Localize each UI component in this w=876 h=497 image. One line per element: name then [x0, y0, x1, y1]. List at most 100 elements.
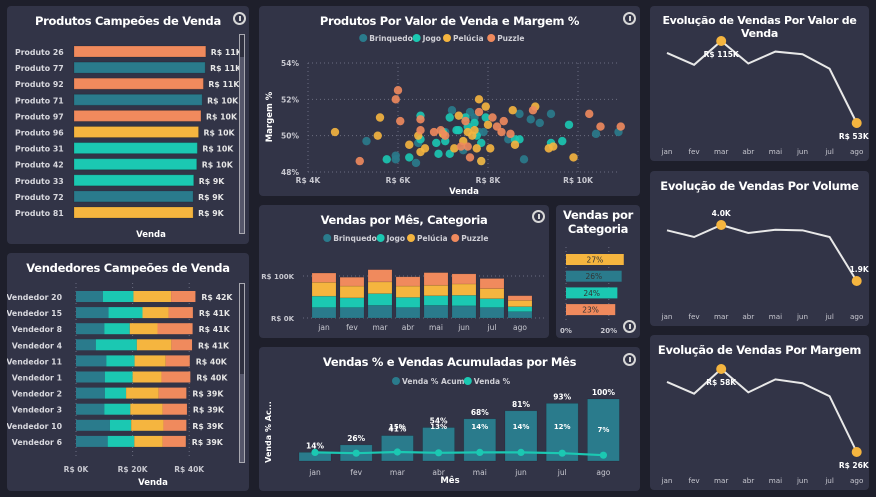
por-categoria-title-line2: Categoria	[567, 222, 629, 236]
product-bar	[73, 77, 204, 90]
scrollbar[interactable]	[239, 34, 245, 234]
x-tick-label: 20%	[600, 327, 617, 335]
seller-bar-segment-pelucia	[134, 435, 163, 447]
legend-marker-puzzle	[487, 34, 496, 42]
seller-bar-segment-pelucia	[129, 323, 158, 335]
cumulative-bar	[587, 398, 620, 462]
scatter-point-pelucia	[420, 144, 430, 153]
stacked-bar-segment-brinquedo	[451, 305, 477, 319]
category-bar-puzzle	[566, 304, 616, 316]
vendedores-campeoes-title: Vendedores Campeões de Venda	[26, 261, 230, 275]
scatter-point-jogo	[454, 126, 463, 135]
legend-marker-pelcia	[407, 234, 415, 242]
x-tick-label: mar	[714, 476, 728, 485]
cumulative-bar-label: 81%	[512, 400, 530, 409]
highlight-marker	[851, 276, 862, 286]
seller-bar-segment-puzzle	[158, 387, 187, 399]
cumulative-bar	[381, 435, 414, 462]
por-categoria-chart: 0% 20% 27% 26% 24% 23%	[560, 247, 624, 335]
stacked-bar-segment-brinquedo	[507, 311, 533, 319]
x-axis-title: Venda	[136, 230, 166, 240]
scrollbar[interactable]	[239, 283, 245, 463]
scatter-point-brinquedo	[591, 129, 601, 139]
x-tick-label: jul	[824, 312, 834, 321]
seller-total-label: R$ 39K	[192, 422, 224, 431]
scatter-card: Produtos Por Valor de Venda e Margem % B…	[259, 6, 640, 196]
seller-bar-segment-puzzle	[171, 339, 193, 351]
x-tick-label: jan	[317, 323, 330, 332]
x-tick-label: ago	[513, 323, 527, 332]
evo-margem-chart: R$ 58K R$ 26K jan fev mar abr mai jun jul ago	[661, 364, 869, 485]
por-categoria-title: Vendas por Categoria	[556, 208, 640, 236]
seller-bar-segment-pelucia	[131, 419, 164, 431]
x-tick-label: mai	[769, 312, 782, 321]
product-bar	[73, 61, 206, 74]
stacked-bar-segment-pelucia	[423, 284, 449, 297]
stacked-bar-segment-puzzle	[311, 272, 337, 283]
scatter-point-puzzle	[456, 142, 466, 151]
y-tick-label: 54%	[281, 59, 299, 68]
x-tick-label: abr	[402, 323, 415, 332]
scatter-point-jogo	[470, 118, 479, 128]
highlight-marker	[851, 447, 862, 457]
info-icon[interactable]	[623, 353, 636, 366]
scatter-point-pelucia	[508, 106, 517, 115]
seller-total-label: R$ 40K	[196, 374, 228, 383]
cumulative-bar-label: 26%	[347, 434, 365, 443]
scatter-point-puzzle	[596, 122, 605, 131]
info-icon[interactable]	[623, 320, 636, 333]
produtos-campeoes-chart: Produto 26 R$ 11K Produto 77 R$ 11K Produto …	[15, 45, 243, 240]
product-label: Produto 26	[15, 48, 64, 57]
x-tick-label: jul	[557, 468, 567, 477]
x-tick-label: mar	[390, 468, 406, 477]
legend-label: Brinquedo	[333, 234, 377, 243]
x-tick-label: jun	[457, 323, 470, 332]
seller-bar-segment-jogo	[104, 371, 133, 383]
info-icon[interactable]	[532, 210, 545, 223]
x-tick-label: jul	[824, 476, 834, 485]
scatter-point-jogo	[481, 113, 490, 122]
scatter-point-puzzle	[393, 86, 403, 95]
seller-bar-segment-brinquedo	[76, 339, 96, 351]
highlight-label: R$ 26K	[839, 461, 869, 470]
category-value-label: 27%	[587, 256, 604, 265]
produtos-campeoes-title: Produtos Campeões de Venda	[35, 14, 221, 28]
x-tick-label: R$ 0K	[64, 465, 90, 474]
cumulative-bar-label: 54%	[430, 417, 448, 426]
stacked-bar-segment-pelucia	[479, 288, 505, 299]
seller-total-label: R$ 39K	[193, 406, 225, 415]
seller-bar-segment-jogo	[104, 403, 131, 415]
vendedores-campeoes-card: Vendedores Campeões de Venda R$ 0K R$ 20K…	[7, 253, 249, 491]
scatter-point-puzzle	[391, 95, 400, 104]
x-tick-label: R$ 6K	[386, 176, 412, 185]
scatter-point-pelucia	[481, 102, 490, 111]
scatter-chart: Brinquedo Jogo Pelúcia Puzzle 48% 50% 52% 54% R$…	[265, 34, 625, 196]
scatter-point-puzzle	[474, 107, 484, 117]
info-icon[interactable]	[623, 12, 636, 25]
acumuladas-card: Vendas % e Vendas Acumuladas por Mês Ven…	[259, 347, 640, 491]
scatter-point-pelucia	[375, 113, 385, 122]
stacked-bar-segment-jogo	[311, 295, 337, 308]
seller-bar-segment-brinquedo	[76, 403, 105, 415]
x-tick-label: abr	[432, 468, 445, 477]
seller-bar-segment-jogo	[107, 435, 135, 447]
mes-categoria-card: Vendas por Mês, Categoria Brinquedo Jogo P…	[259, 205, 549, 338]
product-value-label: R$ 10K	[202, 145, 234, 154]
product-value-label: R$ 9K	[198, 193, 225, 202]
highlight-label: R$ 53K	[839, 132, 869, 141]
seller-bar-segment-puzzle	[162, 403, 187, 415]
info-icon[interactable]	[233, 12, 246, 25]
stacked-bar-segment-brinquedo	[311, 307, 337, 319]
product-value-label: R$ 10K	[204, 129, 236, 138]
scatter-point-puzzle	[416, 115, 425, 124]
seller-bar-segment-brinquedo	[76, 307, 109, 319]
venda-pct-label: 12%	[554, 423, 571, 431]
x-tick-label: fev	[688, 147, 700, 156]
trend-line	[666, 39, 858, 124]
x-tick-label: R$ 20K	[118, 465, 149, 474]
scatter-point-pelucia	[472, 144, 481, 153]
legend-label: Venda %	[474, 377, 511, 386]
y-tick-label: 48%	[281, 168, 299, 177]
venda-pct-line	[314, 450, 604, 457]
category-bar-jogo	[566, 287, 618, 299]
